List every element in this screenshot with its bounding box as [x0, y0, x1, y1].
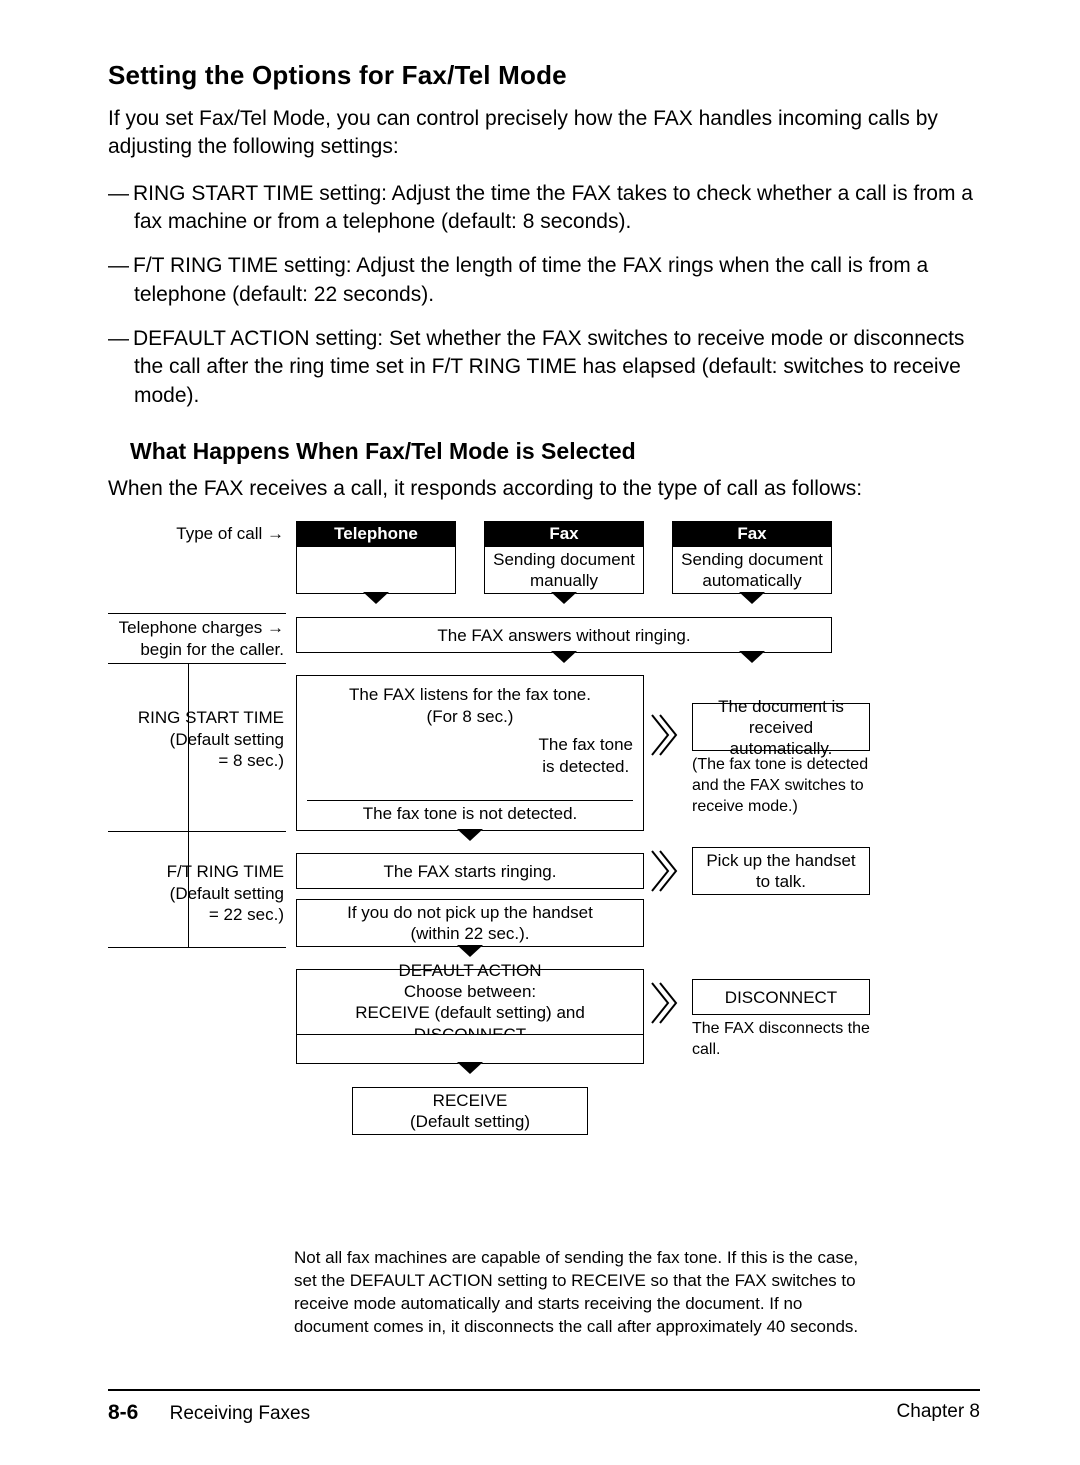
intro-text: If you set Fax/Tel Mode, you can control… [108, 105, 980, 162]
disconnect-box: DISCONNECT [692, 979, 870, 1015]
subsection-heading: What Happens When Fax/Tel Mode is Select… [130, 438, 980, 465]
flowchart: Type of call → Telephone Fax Fax Sending… [108, 521, 980, 1231]
listens-text: The FAX listens for the fax tone. (For 8… [303, 684, 637, 727]
divider-line [108, 613, 286, 614]
down-notch-icon [458, 830, 482, 841]
received-auto-box: The document is received automatically. [692, 703, 870, 751]
charges-label: Telephone charges → begin for the caller… [108, 617, 284, 660]
divider-line [108, 947, 286, 948]
arrow-right-icon [650, 981, 684, 1025]
type-of-call-label: Type of call → [108, 523, 284, 544]
section-heading: Setting the Options for Fax/Tel Mode [108, 60, 980, 91]
default-action-box: DEFAULT ACTION Choose between: RECEIVE (… [296, 969, 644, 1035]
down-notch-icon [458, 946, 482, 957]
listens-outer-box: The FAX listens for the fax tone. (For 8… [296, 675, 644, 831]
divider-line [108, 663, 286, 664]
no-pickup-box: If you do not pick up the handset (withi… [296, 899, 644, 947]
receive-box: RECEIVE (Default setting) [352, 1087, 588, 1135]
col-header-telephone: Telephone [296, 521, 456, 547]
ring-start-label: RING START TIME (Default setting = 8 sec… [108, 707, 284, 771]
down-notch-icon [552, 652, 576, 663]
col-header-fax-manual: Fax [484, 521, 644, 547]
received-note: (The fax tone is detected and the FAX sw… [692, 755, 882, 817]
inner-divider [307, 800, 633, 801]
disconnect-note: The FAX disconnects the call. [692, 1019, 882, 1061]
ft-ring-label: F/T RING TIME (Default setting = 22 sec.… [108, 861, 284, 925]
footer-section: Receiving Faxes [170, 1403, 310, 1424]
footer-chapter: Chapter 8 [897, 1401, 980, 1425]
pickup-box: Pick up the handset to talk. [692, 847, 870, 895]
list-item: F/T RING TIME setting: Adjust the length… [108, 252, 980, 309]
down-notch-icon [364, 593, 388, 604]
answers-box: The FAX answers without ringing. [296, 617, 832, 653]
default-action-lower [296, 1034, 644, 1064]
settings-list: RING START TIME setting: Adjust the time… [108, 180, 980, 410]
telephone-spacer [296, 546, 456, 594]
down-notch-icon [740, 593, 764, 604]
tone-detected-text: The fax tone is detected. [538, 734, 633, 777]
fax-auto-sub: Sending document automatically [672, 546, 832, 594]
list-item: DEFAULT ACTION setting: Set whether the … [108, 325, 980, 410]
page-footer: 8-6 Receiving Faxes Chapter 8 [108, 1389, 980, 1425]
down-notch-icon [458, 1063, 482, 1074]
divider-line [108, 831, 286, 832]
not-detected-text: The fax tone is not detected. [297, 803, 643, 824]
arrow-right-icon [650, 713, 684, 757]
footnote: Not all fax machines are capable of send… [294, 1247, 874, 1339]
fax-manual-sub: Sending document manually [484, 546, 644, 594]
col-header-fax-auto: Fax [672, 521, 832, 547]
down-notch-icon [740, 652, 764, 663]
down-notch-icon [552, 593, 576, 604]
divider-line [188, 663, 189, 831]
divider-line [188, 831, 189, 947]
list-item: RING START TIME setting: Adjust the time… [108, 180, 980, 237]
starts-ringing-box: The FAX starts ringing. [296, 853, 644, 889]
sub-intro-text: When the FAX receives a call, it respond… [108, 475, 980, 503]
arrow-right-icon [650, 849, 684, 893]
page-number: 8-6 [108, 1401, 138, 1424]
